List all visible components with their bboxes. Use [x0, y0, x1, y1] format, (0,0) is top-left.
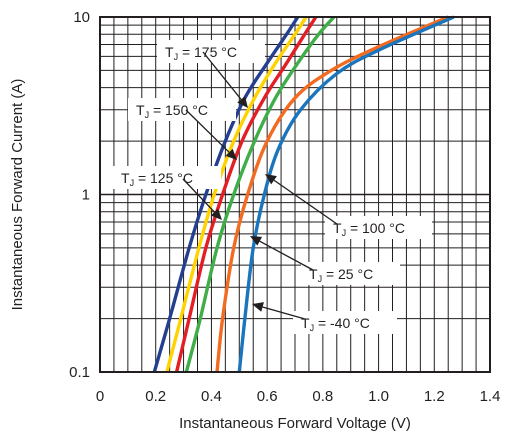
- tick-labels: 0 0.2 0.4 0.6 0.8 1.0 1.2 1.4 0.1 1 10: [69, 9, 500, 405]
- series-label-arrow-line: [202, 51, 242, 100]
- series-label-background: [325, 216, 432, 239]
- y-axis-title: Instantaneous Forward Current (A): [9, 79, 26, 311]
- series-label-text: TJ = 100 °C: [333, 220, 405, 238]
- series-label-arrowhead: [250, 236, 263, 246]
- series-label-arrowhead: [265, 174, 277, 185]
- series-label: TJ = 175 °C: [157, 40, 265, 108]
- series-lines: [152, 15, 455, 373]
- y-tick-label: 0.1: [69, 364, 90, 381]
- series-label-text: TJ = 175 °C: [165, 44, 237, 62]
- series-label: TJ = 125 °C: [113, 166, 222, 220]
- series-label-arrowhead: [237, 96, 248, 108]
- series-label-arrow-line: [262, 306, 306, 320]
- plot-frame: [99, 16, 491, 373]
- series-label-text: TJ = 25 °C: [309, 266, 373, 284]
- y-tick-label: 1: [82, 187, 90, 204]
- series-line-4: [215, 15, 449, 373]
- series-label-arrow-line: [259, 240, 314, 271]
- series-label-arrow-line: [185, 109, 230, 153]
- series-label: TJ = 100 °C: [265, 174, 432, 239]
- series-line-3: [184, 15, 336, 373]
- series-label: TJ = -40 °C: [252, 302, 397, 334]
- series-label-arrowhead: [225, 148, 237, 160]
- series-line-0: [152, 16, 300, 373]
- x-tick-label: 0.6: [257, 388, 278, 405]
- x-tick-label: 1.4: [480, 388, 501, 405]
- x-tick-label: 0: [96, 388, 104, 405]
- annotations: TJ = 175 °C TJ = 150 °C TJ = 125 °C TJ = 10…: [113, 40, 432, 334]
- series-label-background: [157, 40, 265, 63]
- series-label-background: [128, 98, 236, 121]
- x-tick-label: 0.4: [201, 388, 222, 405]
- series-label-arrowhead: [252, 302, 264, 312]
- series-label: TJ = 25 °C: [250, 236, 400, 285]
- series-label-background: [301, 262, 400, 285]
- series-label-text: TJ = 150 °C: [136, 102, 208, 120]
- series-label-arrow-line: [273, 179, 338, 225]
- series-label-arrowhead: [210, 208, 222, 220]
- series-label-background: [293, 311, 397, 334]
- x-tick-label: 0.8: [312, 388, 333, 405]
- x-axis-title: Instantaneous Forward Voltage (V): [179, 415, 411, 432]
- series-line-1: [165, 16, 308, 373]
- series-label-text: TJ = 125 °C: [121, 170, 193, 188]
- series-label: TJ = 150 °C: [128, 98, 237, 160]
- series-label-arrow-line: [182, 178, 215, 213]
- x-tick-label: 1.2: [424, 388, 445, 405]
- series-label-background: [113, 166, 221, 189]
- y-tick-label: 10: [73, 9, 90, 26]
- x-tick-label: 1.0: [368, 388, 389, 405]
- series-line-5: [237, 15, 455, 373]
- series-line-2: [174, 16, 318, 373]
- x-tick-label: 0.2: [145, 388, 166, 405]
- series-label-text: TJ = -40 °C: [301, 315, 370, 333]
